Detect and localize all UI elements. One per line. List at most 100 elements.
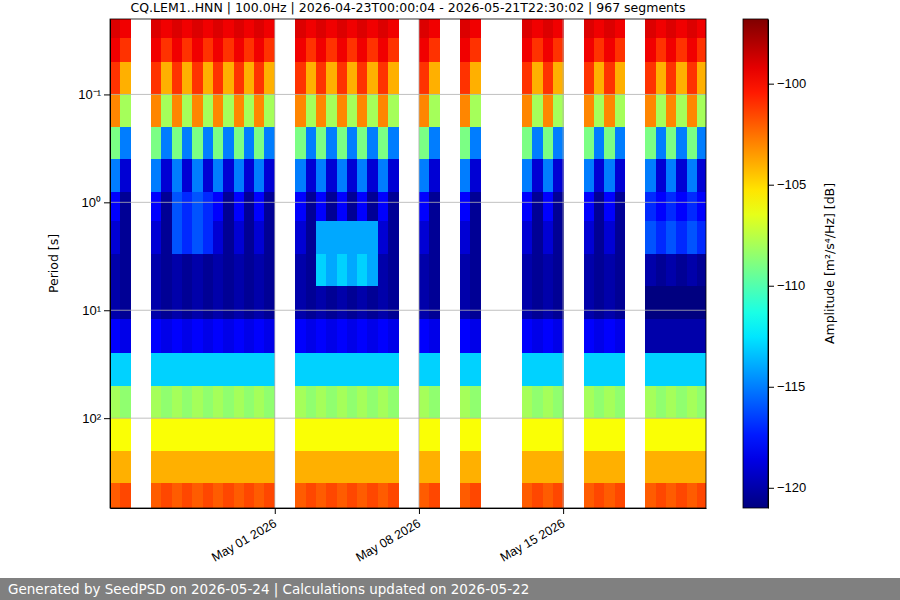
cell: [316, 19, 327, 38]
cell: [244, 62, 255, 95]
cell: [687, 221, 698, 254]
y-tick-mark: [104, 202, 110, 203]
cell: [460, 62, 471, 95]
cell: [172, 418, 183, 451]
cell: [584, 127, 595, 160]
cell: [264, 127, 275, 160]
cell: [347, 19, 358, 38]
cell: [378, 483, 389, 508]
cell: [470, 38, 481, 62]
cell: [316, 38, 327, 62]
cell: [697, 19, 706, 38]
cell: [367, 386, 378, 419]
cell: [254, 127, 265, 160]
cell: [584, 353, 595, 386]
cell: [697, 418, 706, 451]
cell: [656, 159, 667, 192]
cell: [182, 19, 193, 38]
cell: [594, 192, 605, 222]
cell: [687, 159, 698, 192]
cell: [110, 221, 121, 254]
cell: [543, 159, 554, 192]
cell: [295, 19, 306, 38]
cell: [347, 94, 358, 127]
cell: [553, 159, 564, 192]
cell: [347, 319, 358, 354]
cell: [151, 418, 162, 451]
cell: [172, 353, 183, 386]
cell: [120, 19, 131, 38]
cell: [532, 192, 543, 222]
cell: [337, 19, 348, 38]
cell: [337, 286, 348, 319]
cell: [326, 483, 337, 508]
cell: [347, 254, 358, 287]
cell: [615, 451, 626, 484]
cell: [316, 286, 327, 319]
cell: [522, 159, 533, 192]
cell: [182, 451, 193, 484]
cell: [254, 62, 265, 95]
cell: [182, 221, 193, 254]
cell: [264, 418, 275, 451]
cell: [594, 221, 605, 254]
cell: [676, 127, 687, 160]
cell: [656, 353, 667, 386]
cell: [429, 159, 440, 192]
cell: [378, 286, 389, 319]
cell: [429, 62, 440, 95]
cell: [120, 386, 131, 419]
cell: [254, 319, 265, 354]
cell: [223, 62, 234, 95]
cell: [120, 192, 131, 222]
cell: [615, 353, 626, 386]
cell: [543, 451, 554, 484]
cell: [419, 192, 430, 222]
cell: [543, 127, 554, 160]
cell: [676, 353, 687, 386]
cell: [151, 353, 162, 386]
cell: [615, 62, 626, 95]
cell: [244, 319, 255, 354]
y-tick-label: 10¹: [82, 303, 101, 318]
colorbar-tick: −120: [768, 480, 806, 495]
cell: [234, 192, 245, 222]
cell: [584, 483, 595, 508]
grid: [110, 19, 706, 508]
cell: [419, 286, 430, 319]
cell: [697, 319, 706, 354]
cell: [676, 418, 687, 451]
cell: [120, 127, 131, 160]
cell: [203, 38, 214, 62]
cell: [543, 418, 554, 451]
cell: [306, 192, 317, 222]
cell: [203, 127, 214, 160]
cell: [532, 418, 543, 451]
cell: [429, 19, 440, 38]
cell: [234, 159, 245, 192]
cell: [213, 483, 224, 508]
cell: [532, 38, 543, 62]
cell: [110, 483, 121, 508]
cell: [244, 38, 255, 62]
cell: [326, 254, 337, 287]
cell: [687, 38, 698, 62]
cell: [532, 386, 543, 419]
cell: [645, 38, 656, 62]
cell: [460, 451, 471, 484]
cell: [604, 159, 615, 192]
cell: [326, 192, 337, 222]
cell: [429, 353, 440, 386]
cell: [347, 127, 358, 160]
cell: [316, 127, 327, 160]
cell: [388, 38, 399, 62]
cell: [203, 19, 214, 38]
cell: [543, 254, 554, 287]
cell: [604, 19, 615, 38]
cell: [244, 221, 255, 254]
cell: [326, 62, 337, 95]
x-axis-line: [111, 508, 707, 509]
cell: [326, 221, 337, 254]
cell: [367, 94, 378, 127]
cell: [337, 159, 348, 192]
